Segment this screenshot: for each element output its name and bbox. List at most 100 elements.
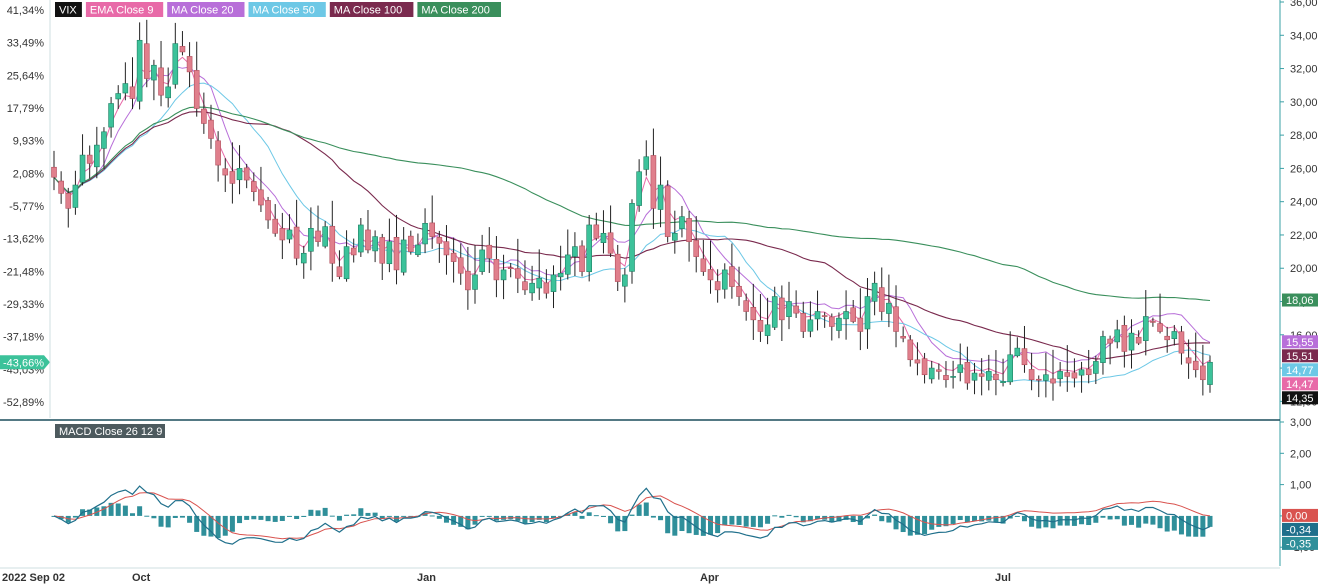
candle-body [186, 56, 193, 73]
macd-histogram-bar [972, 515, 978, 522]
candle-body [629, 203, 635, 272]
candle-body [914, 359, 921, 364]
current-percent-label: -43,66% [3, 357, 44, 369]
candle-body [957, 364, 964, 373]
macd-histogram-bar [1164, 515, 1170, 532]
price-badges: 18,06 15,55 15,51 14,77 14,47 14,35 -43,66% [0, 293, 1318, 405]
macd-histogram-bar [115, 503, 121, 516]
macd-histogram-bar [286, 515, 292, 517]
candle-body [529, 282, 535, 294]
legend-ma100[interactable] [329, 2, 414, 17]
macd-histogram-bar [993, 515, 999, 523]
left-tick-label: 25,64% [7, 70, 45, 82]
candle-body [472, 274, 478, 290]
macd-histogram-bar [458, 515, 464, 527]
candle-body [1028, 369, 1035, 381]
candle-body [686, 218, 692, 242]
macd-histogram-bar [358, 508, 364, 516]
macd-badge-label: 0,00 [1286, 510, 1307, 522]
macd-histogram-bar [1079, 515, 1085, 525]
legend[interactable]: VIX EMA Close 9 MA Close 20 MA Close 50 MA C… [55, 2, 501, 17]
price-badge-label: 18,06 [1286, 295, 1314, 307]
macd-histogram-bar [251, 515, 257, 520]
macd-histogram-bar [807, 515, 813, 522]
candle-body [300, 252, 307, 264]
left-tick-label: 33,49% [7, 38, 45, 50]
macd-histogram-bar [957, 515, 963, 521]
time-axis-label: Jul [995, 572, 1011, 584]
candle-body [786, 301, 792, 317]
macd-histogram-bar [572, 512, 578, 516]
macd-histogram-bar [265, 515, 271, 522]
macd-histogram-bar [486, 515, 492, 517]
candle-body [1093, 361, 1099, 374]
macd-histogram-bar [1000, 515, 1006, 524]
candle-body [179, 46, 186, 53]
candle-body [215, 140, 221, 166]
candle-body [279, 228, 286, 241]
candle-body [1142, 316, 1149, 341]
left-tick-label: -29,33% [3, 299, 44, 311]
candle-body [265, 200, 271, 221]
macd-histogram-bar [336, 515, 342, 521]
legend-ma20[interactable] [167, 2, 245, 17]
legend-ma50[interactable] [248, 2, 326, 17]
legend-ma200[interactable] [417, 2, 501, 17]
macd-histogram-bar [479, 515, 485, 517]
macd-histogram-bar [636, 504, 642, 516]
macd-histogram-bar [1043, 515, 1049, 528]
macd-histogram-bar [1107, 515, 1113, 520]
left-tick-label: -21,48% [3, 266, 44, 278]
candle-body [251, 181, 257, 192]
candle-body [372, 236, 378, 252]
candle-body [579, 245, 585, 272]
macd-histogram-bar [979, 515, 985, 522]
candle-body [836, 317, 842, 331]
macd-histogram-bar [964, 515, 970, 523]
candle-body [557, 272, 564, 278]
candle-body [457, 257, 464, 274]
macd-histogram-bar [593, 515, 599, 517]
candle-body [1000, 381, 1006, 384]
candle-body [1050, 378, 1056, 384]
macd-histogram-bar [793, 515, 799, 518]
price-badge [1282, 349, 1318, 363]
macd-histogram-bar [700, 515, 706, 536]
candle-body [429, 222, 435, 237]
macd-histogram-bar [443, 515, 449, 523]
candle-body [1071, 372, 1078, 379]
candle-body [1178, 331, 1185, 354]
candle-body [522, 281, 528, 291]
candle-body [1007, 354, 1013, 383]
macd-histogram-bar [1121, 515, 1127, 526]
candle-body [108, 103, 114, 128]
macd-histogram-bar [879, 515, 885, 522]
candle-body [101, 131, 107, 149]
candle-body [1207, 361, 1213, 385]
candle-body [614, 253, 621, 282]
candle-body [721, 269, 728, 290]
time-axis-label: Apr [700, 572, 720, 584]
legend-vix[interactable] [55, 2, 82, 17]
macd-histogram-bar [515, 515, 521, 521]
candle-body [964, 362, 971, 384]
macd-histogram-bar [1064, 515, 1070, 526]
macd-histogram-bar [722, 515, 728, 526]
macd-histogram-bar [551, 515, 557, 519]
legend-ema9[interactable] [85, 2, 164, 17]
candle-body [871, 282, 878, 302]
candle-body [51, 166, 57, 178]
candle-body [436, 237, 443, 244]
macd-histogram-bar [151, 515, 157, 519]
macd-histogram-bar [643, 502, 649, 516]
macd-histogram-bar [743, 515, 749, 527]
price-badge [1282, 363, 1318, 377]
macd-histogram-bar [950, 515, 956, 524]
candle-body [72, 184, 79, 208]
candle-body [757, 320, 764, 332]
candle-body [236, 168, 243, 181]
macd-histogram-bar [600, 515, 606, 517]
candle-body [850, 307, 857, 322]
candle-body [943, 375, 949, 381]
